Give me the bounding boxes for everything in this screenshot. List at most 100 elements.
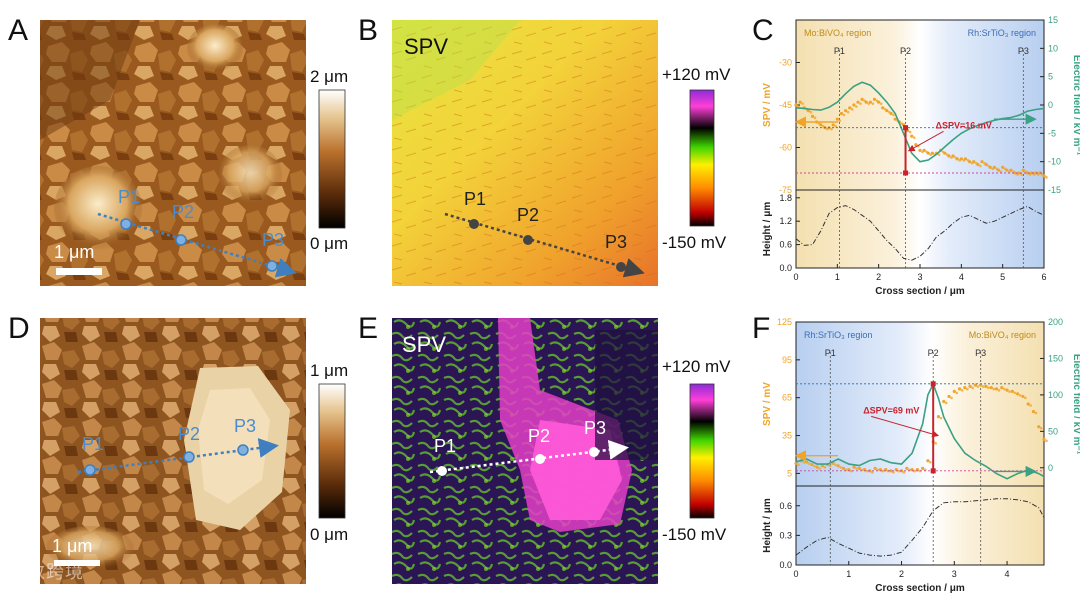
panel-e: SPV P1 P2 P3 E +120 mV -150 mV xyxy=(358,312,731,584)
spv-point xyxy=(997,389,1001,392)
ytick-left-label: -45 xyxy=(779,100,792,110)
delta-spv-label: ΔSPV=69 mV xyxy=(863,405,919,415)
colorbar-a-min: 0 μm xyxy=(310,234,348,253)
scalebar-label-a: 1 μm xyxy=(54,242,94,262)
spv-point xyxy=(810,462,814,467)
spv-point xyxy=(820,464,824,468)
spv-point xyxy=(1034,171,1038,175)
spv-point xyxy=(966,387,969,391)
spv-point xyxy=(877,100,881,104)
point-label-e-p1: P1 xyxy=(434,436,456,456)
spv-point xyxy=(1001,165,1005,169)
ylabel-spv: SPV / mV xyxy=(762,83,773,127)
scalebar-a xyxy=(56,268,102,275)
height-line xyxy=(795,498,1045,557)
xtick-label: 4 xyxy=(959,272,964,282)
spv-point xyxy=(918,148,922,152)
spv-point xyxy=(872,97,877,101)
spv-point xyxy=(910,134,914,138)
spv-point xyxy=(942,399,946,404)
spv-point xyxy=(868,100,873,104)
spv-point xyxy=(848,106,852,110)
spv-point xyxy=(1008,390,1011,393)
spv-point xyxy=(839,111,844,116)
point-marker-e-p3 xyxy=(589,447,599,457)
xtick-label: 3 xyxy=(917,272,922,282)
colorbar-d-min: 0 μm xyxy=(310,525,348,544)
spv-point xyxy=(884,468,888,472)
region-background xyxy=(796,322,1044,565)
colorbar-e xyxy=(689,383,715,519)
point-marker-b-p2 xyxy=(523,235,533,245)
spv-point xyxy=(809,110,813,114)
spv-point xyxy=(831,123,835,127)
spv-point xyxy=(850,108,854,111)
spv-point xyxy=(802,460,806,464)
spv-point xyxy=(1005,388,1009,392)
spv-point xyxy=(989,386,993,390)
spv-point xyxy=(864,100,868,104)
ytick-height-label: 0.6 xyxy=(779,240,792,250)
ytick-height-label: 0.0 xyxy=(779,263,792,273)
spv-point xyxy=(955,157,959,161)
spv-point xyxy=(849,469,853,473)
region-label: Rh:SrTiO₃ region xyxy=(968,28,1036,38)
spv-point xyxy=(947,154,951,158)
xtick-label: 2 xyxy=(876,272,881,282)
spv-point xyxy=(915,468,919,472)
spv-point xyxy=(844,109,848,113)
spv-point xyxy=(988,165,992,169)
spv-point xyxy=(968,160,972,164)
ytick-height-label: 0.0 xyxy=(779,560,792,570)
delta-spv-label: ΔSPV=16 mV xyxy=(936,120,992,130)
spv-point xyxy=(807,462,811,465)
point-marker-b-p1 xyxy=(469,219,479,229)
spv-point xyxy=(889,111,893,116)
spv-point xyxy=(881,106,885,110)
spv-point xyxy=(1002,387,1006,391)
marked-point-label-p3: P3 xyxy=(1018,46,1029,56)
ytick-height-label: 1.2 xyxy=(779,216,792,226)
spv-point xyxy=(930,151,935,155)
spv-point xyxy=(1031,409,1036,414)
ytick-height-label: 0.6 xyxy=(779,501,792,511)
colorbar-b xyxy=(689,89,715,227)
ytick-right-label: 50 xyxy=(1048,426,1058,436)
spv-point xyxy=(847,468,851,472)
point-label-d-p2: P2 xyxy=(178,424,200,444)
spv-point xyxy=(818,467,821,470)
spv-point xyxy=(999,170,1003,173)
spv-point xyxy=(1024,396,1027,400)
spv-point xyxy=(860,97,864,101)
spv-point xyxy=(971,386,974,390)
spv-point xyxy=(1000,386,1004,390)
xtick-label: 3 xyxy=(952,569,957,579)
spv-point xyxy=(994,387,999,391)
spv-point xyxy=(987,386,990,390)
spv-point xyxy=(878,468,883,472)
spv-point xyxy=(815,465,819,469)
colorbar-e-min: -150 mV xyxy=(662,525,727,544)
spv-point xyxy=(937,153,941,156)
spv-point xyxy=(976,385,980,388)
ytick-right-label: -15 xyxy=(1048,185,1061,195)
spv-point xyxy=(979,383,983,387)
spv-point xyxy=(893,117,897,121)
spv-point xyxy=(910,468,914,472)
spv-point xyxy=(963,386,967,390)
spv-point xyxy=(992,387,996,391)
spv-point xyxy=(960,389,964,392)
spv-point xyxy=(813,464,816,468)
spv-point xyxy=(810,114,815,118)
region-label: Rh:SrTiO₃ region xyxy=(804,330,872,340)
spv-point xyxy=(873,466,877,470)
ylabel-spv: SPV / mV xyxy=(762,382,773,426)
point-marker-a-p2 xyxy=(175,234,187,246)
spv-point xyxy=(952,389,956,393)
ytick-right-label: 150 xyxy=(1048,353,1063,363)
panel-b: SPV P1 P2 P3 B +120 mV -150 mV xyxy=(358,14,731,286)
spv-point xyxy=(1039,426,1043,430)
point-marker-b-p3 xyxy=(616,262,626,272)
point-marker-e-p1 xyxy=(437,466,447,476)
spv-point xyxy=(912,136,916,139)
